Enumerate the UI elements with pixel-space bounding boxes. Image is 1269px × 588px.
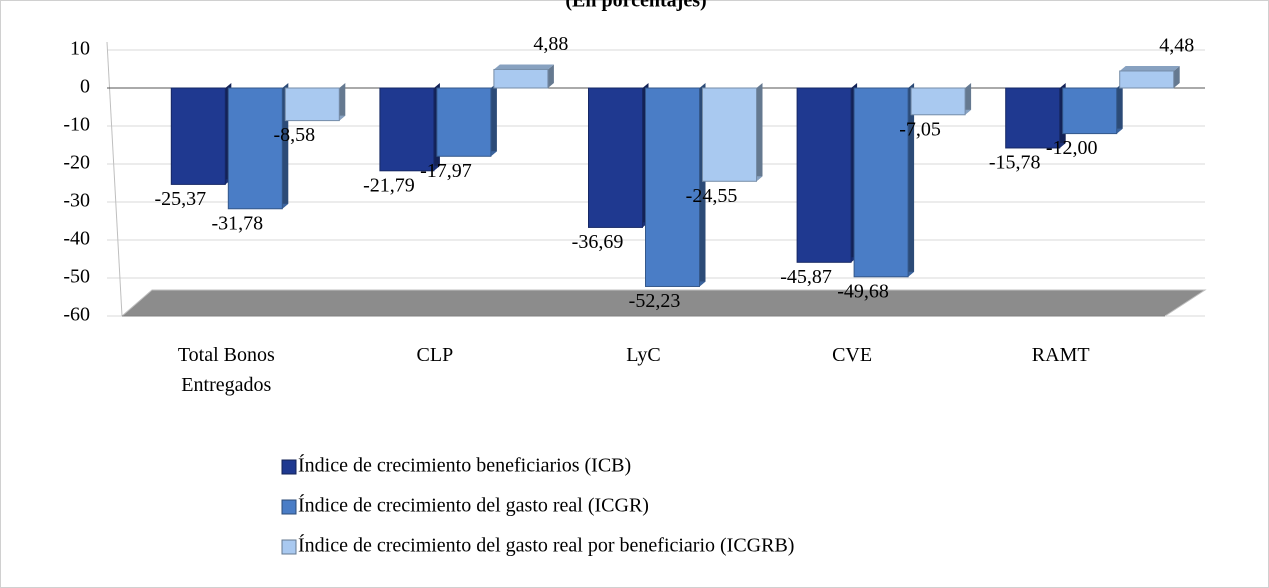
bar [645, 87, 700, 287]
bar-side [908, 83, 915, 277]
bar [170, 87, 226, 185]
bar-top [1119, 65, 1180, 71]
y-tick-label: -60 [63, 304, 90, 326]
data-label: -24,55 [686, 185, 738, 207]
y-tick-label: -30 [63, 190, 90, 212]
bar [493, 68, 549, 89]
data-label: -45,87 [780, 266, 832, 288]
data-label: -31,78 [211, 212, 263, 234]
data-label: -7,05 [899, 118, 941, 140]
y-tick-label: -20 [63, 152, 90, 174]
x-tick-label: Total Bonos Entregados [177, 344, 275, 396]
bar-side [965, 83, 972, 115]
data-label: -49,68 [837, 280, 889, 302]
data-label: -25,37 [154, 188, 206, 210]
data-label: -36,69 [572, 231, 624, 253]
bar [588, 87, 643, 228]
y-tick-label: 0 [80, 76, 90, 98]
bar [796, 87, 852, 263]
bar [1119, 70, 1175, 89]
bar-side [547, 64, 554, 88]
legend-label: Índice de crecimiento del gasto real (IC… [298, 494, 649, 517]
data-label: 4,88 [533, 33, 568, 55]
bar-top [493, 64, 554, 70]
bar [379, 87, 435, 172]
data-label: -52,23 [629, 290, 681, 312]
bar [910, 87, 966, 116]
bar-side [756, 83, 763, 182]
x-tick-label: LyC [626, 344, 661, 366]
y-axis [106, 41, 123, 317]
bar [227, 87, 283, 210]
bar [702, 87, 757, 182]
bar-side [490, 83, 497, 157]
legend-swatch [281, 499, 297, 515]
y-tick-label: -40 [63, 228, 90, 250]
bar [853, 87, 909, 278]
data-label: 4,48 [1159, 35, 1194, 57]
x-tick-label: CLP [416, 344, 454, 366]
bar-side [1173, 65, 1180, 88]
y-tick-label: 10 [70, 38, 90, 60]
data-label: -12,00 [1046, 137, 1098, 159]
bar [436, 87, 492, 157]
bar-side [339, 83, 346, 121]
y-tick-label: -10 [63, 114, 90, 136]
data-label: -8,58 [273, 124, 315, 146]
bar-side [1116, 83, 1123, 134]
chart-subtitle: (En porcentajes) [565, 0, 706, 12]
legend-label: Índice de crecimiento del gasto real por… [298, 534, 794, 557]
bar [1062, 87, 1118, 135]
legend-swatch [281, 459, 297, 475]
y-tick-label: -50 [63, 266, 90, 288]
data-label: -21,79 [363, 174, 415, 196]
legend-label: Índice de crecimiento beneficiarios (ICB… [298, 454, 631, 477]
x-tick-label: CVE [832, 344, 873, 366]
bar [1005, 87, 1061, 149]
legend-swatch [281, 539, 297, 555]
data-label: -17,97 [420, 160, 472, 182]
x-tick-label: RAMT [1031, 344, 1090, 366]
bar [284, 87, 340, 122]
data-label: -15,78 [989, 152, 1041, 174]
